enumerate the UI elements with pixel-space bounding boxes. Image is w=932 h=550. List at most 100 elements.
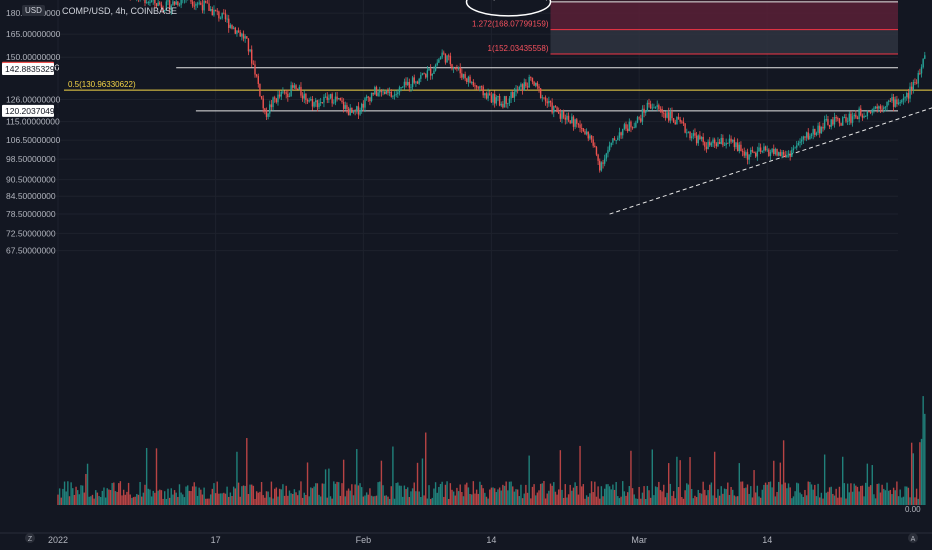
volume-bar [717,489,719,505]
volume-bar [649,497,652,505]
candle-body [324,96,327,98]
candle-body [692,133,695,137]
candle-body [262,98,264,109]
volume-bar [129,494,131,505]
volume-bar [755,492,757,505]
candle-body [515,89,517,93]
volume-bar [408,497,411,505]
volume-bar [876,483,878,505]
volume-bar [722,493,724,505]
candle-body [530,77,532,78]
candle-body [571,116,573,124]
volume-bar [689,457,691,505]
candle-body [464,74,466,79]
volume-bar [236,451,238,505]
volume-bar [521,498,524,505]
symbol-title[interactable]: COMP/USD, 4h, COINBASE [62,6,178,16]
volume-bar [462,496,465,505]
candle-body [658,105,660,109]
candle-body [461,73,463,78]
candles [57,0,926,505]
candle-body [574,119,576,127]
volume-bar [802,496,805,505]
candle-body [715,143,718,147]
volume-bar [582,484,585,505]
candle-body [433,70,435,74]
candle-body [372,92,374,95]
volume-bar [173,490,176,505]
fib-zone [550,1,898,30]
candle-body [891,97,893,101]
candle-body [612,138,614,143]
candle-body [687,131,690,133]
volume-bar [549,483,552,505]
candle-body [768,149,770,156]
candle-body [800,139,803,142]
volume-bar [321,483,324,505]
candle-body [628,121,630,132]
candle-body [336,96,338,100]
candle-body [886,101,888,107]
candle-body [157,2,159,6]
candle-body [792,148,795,151]
volume-bar [835,488,837,505]
candle-body [851,116,854,123]
candle-body [321,102,324,103]
volume-bar [91,494,94,505]
volume-bar [641,492,644,505]
volume-bar [357,485,360,505]
volume-bar [597,486,599,505]
candle-body [361,103,363,111]
volume-bar [459,484,461,505]
volume-bar [566,497,568,505]
volume-bar [892,487,895,505]
candle-body [167,0,169,2]
candle-body [162,7,164,11]
volume-bar [103,487,105,505]
candle-body [362,103,365,108]
candle-body [887,100,890,102]
candle-body [681,121,683,123]
volume-bar [96,492,99,505]
volume-bar [600,486,603,505]
volume-bar [492,487,494,505]
volume-bar [229,492,232,505]
candle-body [617,137,619,141]
candle-body [388,91,391,93]
volume-bar [856,486,859,505]
candle-body [645,111,647,113]
volume-bar [625,495,627,505]
currency-badge[interactable]: USD [22,5,45,16]
candle-body [191,1,194,6]
candle-body [280,91,282,97]
volume-bar [679,460,681,505]
candle-body [664,113,667,118]
volume-bar [865,482,867,505]
volume-bar [471,494,473,505]
volume-bar [361,487,363,505]
volume-bar [692,498,695,505]
volume-bar [901,497,903,505]
candle-body [707,141,709,150]
candle-body [910,86,913,90]
candle-body [479,86,481,89]
candle-body [471,81,473,83]
volume-bar [183,497,186,505]
volume-bar [341,483,343,505]
volume-bar [109,490,112,505]
volume-bar [846,483,849,505]
volume-bar [541,483,543,505]
candle-body [656,105,658,107]
volume-bar [308,496,310,505]
candle-body [244,36,246,39]
volume-bar [773,460,775,505]
candle-body [666,112,668,118]
y-axis-tick-label: 90.50000000 [6,175,56,185]
candle-body [269,104,271,114]
volume-bar [628,486,630,505]
volume-bar [397,482,399,505]
volume-bar [200,489,202,505]
volume-bar [287,495,289,505]
candle-body [164,10,166,12]
